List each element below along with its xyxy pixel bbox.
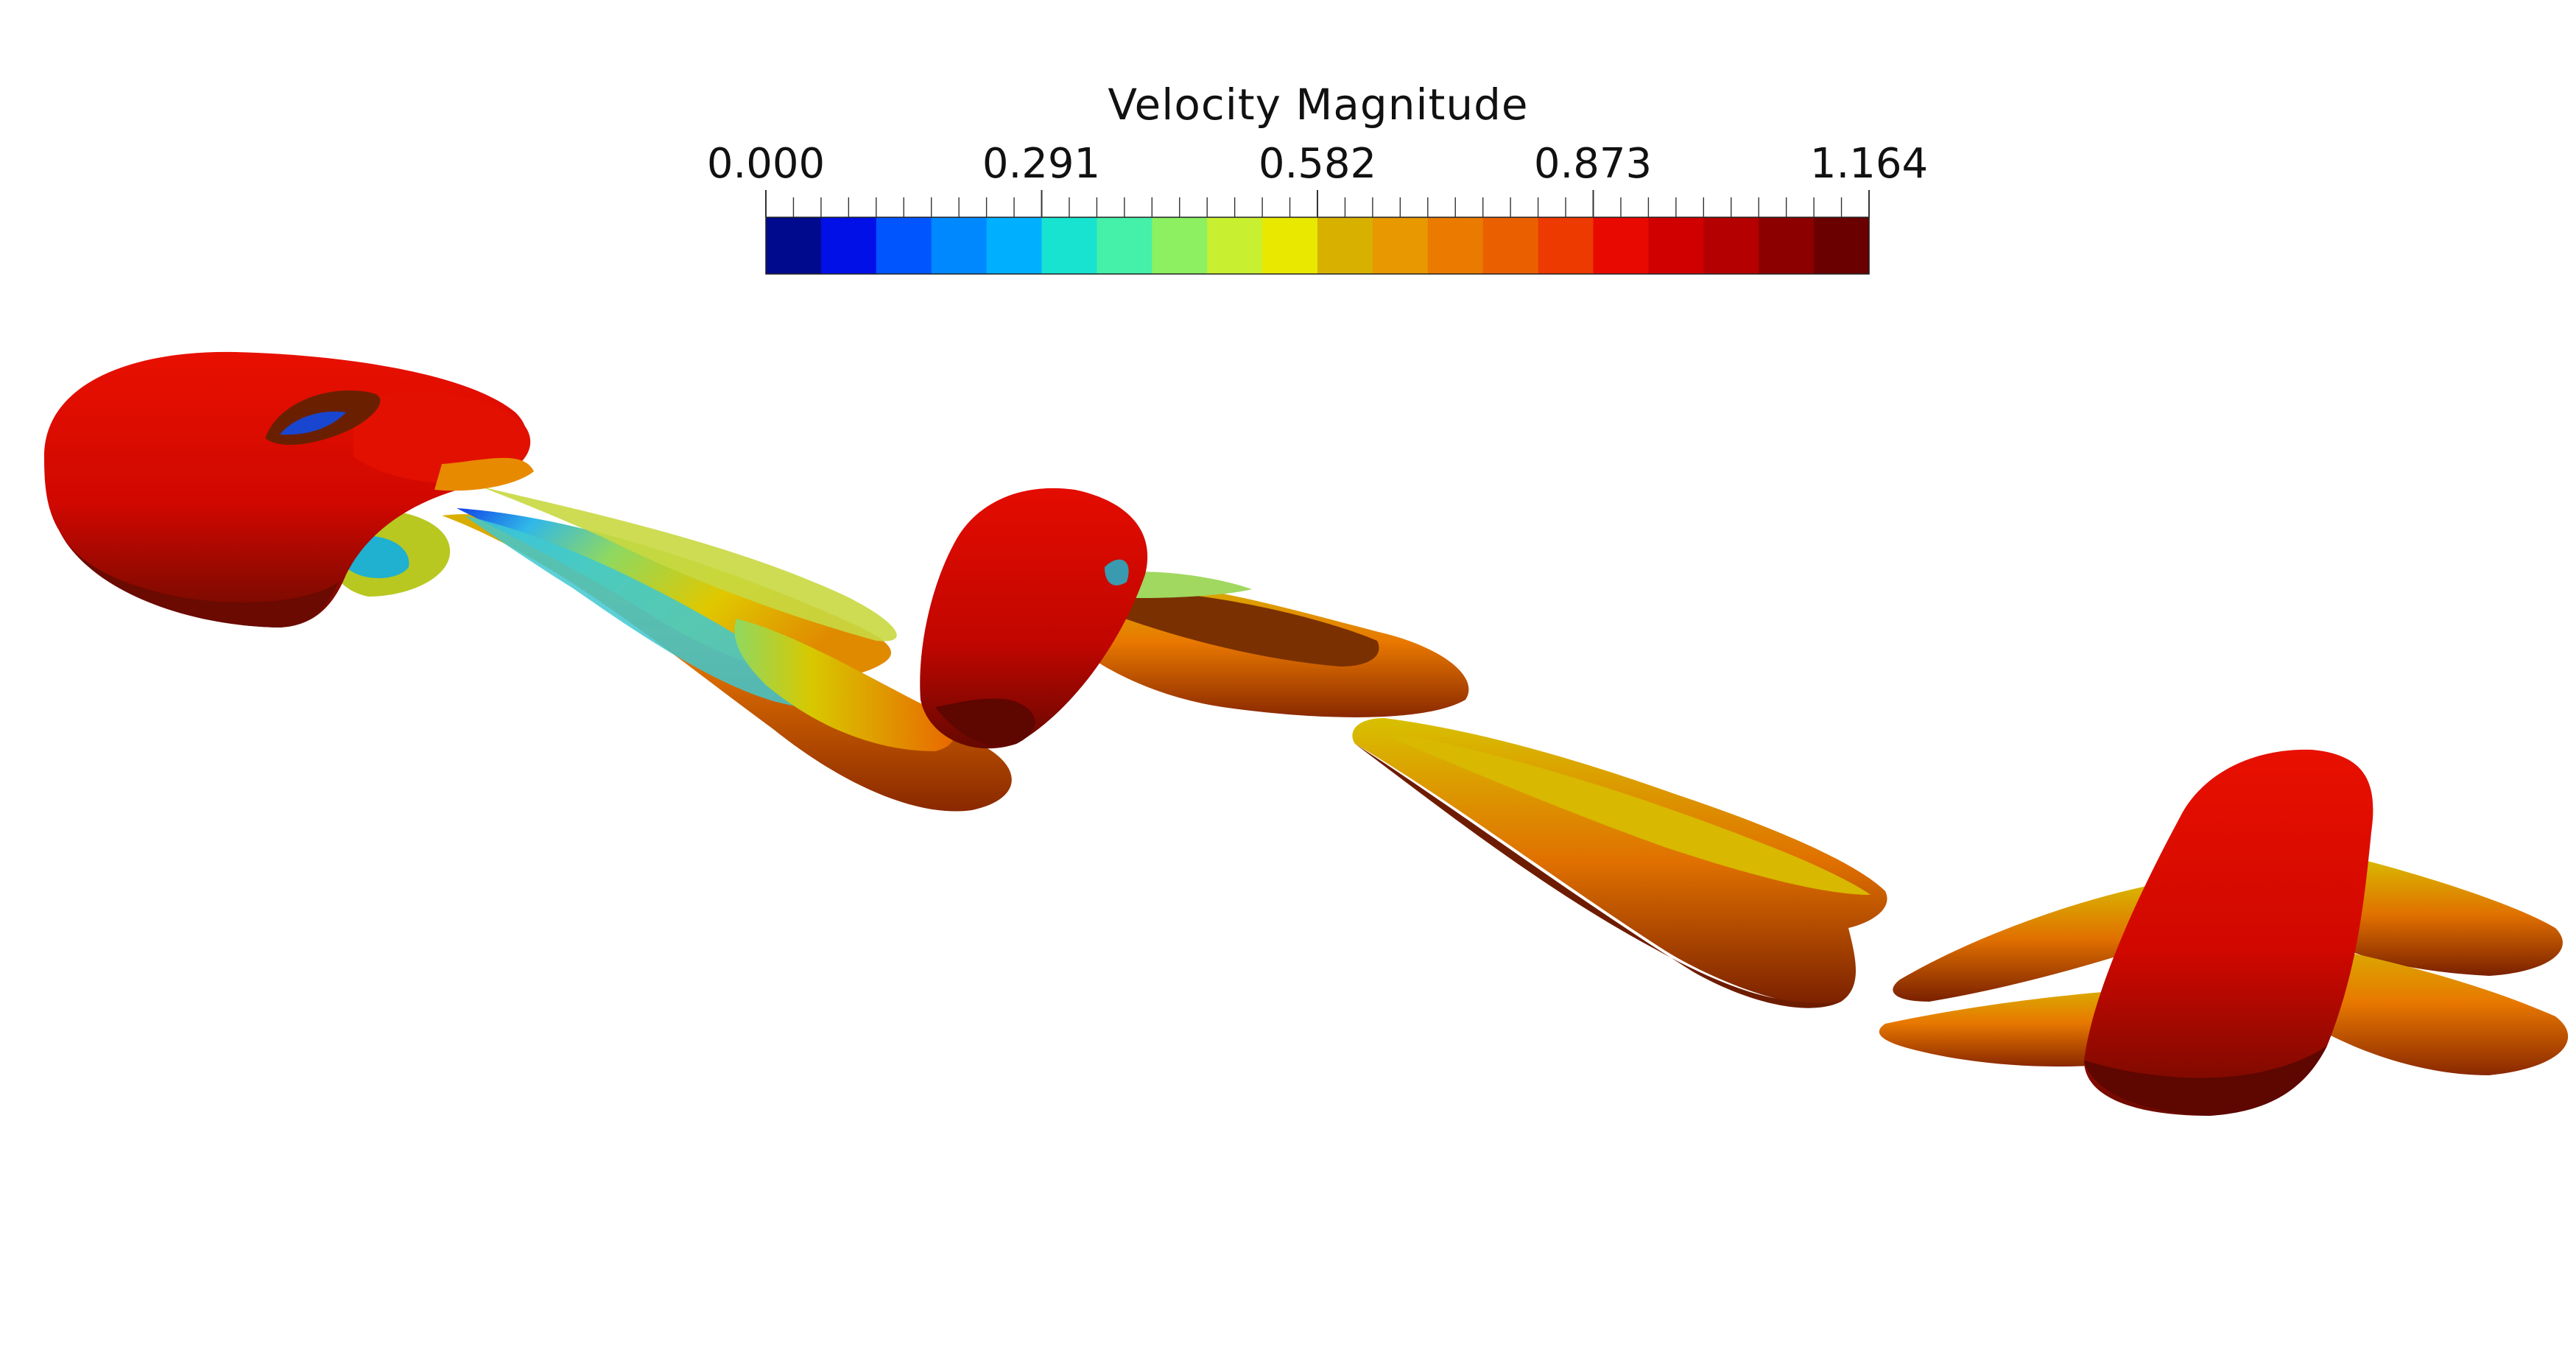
colorbar-tick-label: 1.164 — [1809, 140, 1929, 188]
colorbar-band — [876, 217, 932, 274]
colorbar-band — [931, 217, 988, 274]
colorbar-band — [1703, 217, 1759, 274]
vortex-structure-4 — [1879, 749, 2569, 1116]
colorbar-title: Velocity Magnitude — [1108, 80, 1529, 130]
colorbar-band — [1097, 217, 1152, 274]
colorbar-band — [1538, 217, 1594, 274]
colorbar-band — [1593, 217, 1649, 274]
colorbar — [765, 217, 1870, 275]
colorbar-band — [1372, 217, 1429, 274]
colorbar-tick-label: 0.000 — [706, 140, 826, 188]
colorbar-tick-label: 0.873 — [1533, 140, 1653, 188]
vortex-structure-1 — [44, 351, 1012, 812]
colorbar-band — [1317, 217, 1373, 274]
colorbar-tick-label: 0.582 — [1258, 140, 1377, 188]
colorbar-band — [1759, 217, 1815, 274]
colorbar-band — [1041, 217, 1097, 274]
colorbar-band — [1648, 217, 1704, 274]
colorbar-tick-label: 0.291 — [982, 140, 1101, 188]
colorbar-band — [1482, 217, 1539, 274]
colorbar-band — [1427, 217, 1484, 274]
colorbar-band — [766, 217, 822, 274]
vortex-structure-3 — [1352, 718, 1887, 1008]
colorbar-band — [1152, 217, 1208, 274]
colorbar-band — [1814, 217, 1870, 274]
vortex-structure-2 — [734, 488, 1469, 751]
colorbar-band — [1207, 217, 1263, 274]
colorbar-band — [986, 217, 1043, 274]
colorbar-ticks — [765, 190, 1870, 217]
colorbar-band — [1262, 217, 1318, 274]
colorbar-band — [820, 217, 877, 274]
